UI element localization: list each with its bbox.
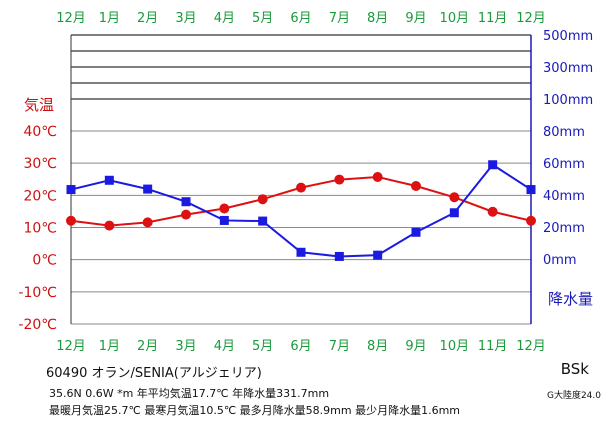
- month-label-top: 10月: [440, 11, 470, 26]
- precipitation-tick-label: 500mm: [543, 29, 593, 44]
- temperature-point: [487, 206, 498, 217]
- temperature-tick-label: -10℃: [18, 285, 57, 301]
- precipitation-tick-label: 300mm: [543, 61, 593, 76]
- temperature-tick-label: 10℃: [23, 221, 57, 237]
- month-label-bottom: 5月: [252, 339, 273, 354]
- month-label-top: 5月: [252, 11, 273, 26]
- month-label-bottom: 12月: [56, 339, 86, 354]
- temperature-point: [296, 182, 306, 193]
- month-label-bottom: 10月: [440, 339, 470, 354]
- month-label-top: 11月: [478, 11, 508, 26]
- precipitation-point: [181, 197, 191, 207]
- month-labels-bottom: 12月 1月 2月 3月 4月 5月 6月 7月 8月 9月 10月 11月 12月: [56, 339, 546, 354]
- precipitation-point: [488, 160, 498, 170]
- month-label-top: 9月: [405, 11, 426, 26]
- continentality-index: G大陸度24.0: [546, 391, 601, 401]
- temperature-point: [104, 220, 115, 231]
- grid-lines: [71, 34, 531, 325]
- month-label-bottom: 1月: [99, 339, 120, 354]
- precipitation-tick-label: 60mm: [543, 157, 585, 172]
- precipitation-point: [219, 215, 229, 225]
- month-label-top: 6月: [290, 11, 311, 26]
- precipitation-point: [258, 216, 268, 226]
- month-label-bottom: 8月: [367, 339, 388, 354]
- precipitation-point: [66, 185, 76, 195]
- temperature-point: [66, 215, 76, 226]
- month-label-top: 4月: [214, 11, 235, 26]
- precipitation-line: [70, 163, 532, 258]
- month-label-bottom: 11月: [478, 339, 508, 354]
- station-stats-line-1: 35.6N 0.6W *m 年平均気温17.7℃ 年降水量331.7mm: [49, 387, 330, 400]
- precipitation-point: [449, 208, 459, 218]
- temperature-axis-ticks: -20℃ -10℃ 0℃ 10℃ 20℃ 30℃ 40℃: [18, 124, 57, 333]
- precipitation-tick-label: 80mm: [543, 125, 585, 140]
- precipitation-point: [334, 251, 344, 261]
- temperature-point: [334, 174, 345, 185]
- precipitation-point: [526, 185, 536, 195]
- month-label-bottom: 4月: [214, 339, 235, 354]
- temperature-point: [372, 171, 383, 182]
- temperature-point: [181, 209, 191, 220]
- precipitation-point: [296, 247, 306, 257]
- month-label-top: 2月: [137, 11, 158, 26]
- precipitation-tick-label: 40mm: [543, 189, 585, 204]
- month-label-bottom: 2月: [137, 339, 158, 354]
- month-label-top: 1月: [99, 11, 120, 26]
- month-label-top: 7月: [329, 11, 350, 26]
- temperature-point: [526, 215, 536, 226]
- month-label-bottom: 3月: [175, 339, 196, 354]
- precipitation-point: [104, 175, 114, 185]
- month-label-top: 12月: [516, 11, 546, 26]
- temperature-tick-label: -20℃: [18, 317, 57, 333]
- month-label-bottom: 9月: [405, 339, 426, 354]
- month-label-bottom: 12月: [516, 339, 546, 354]
- month-label-bottom: 6月: [290, 339, 311, 354]
- precipitation-tick-label: 20mm: [543, 221, 585, 236]
- temperature-tick-label: 40℃: [23, 124, 57, 140]
- month-label-bottom: 7月: [329, 339, 350, 354]
- month-label-top: 12月: [56, 11, 86, 26]
- month-label-top: 8月: [367, 11, 388, 26]
- temperature-point: [142, 217, 153, 228]
- temperature-tick-label: 20℃: [23, 188, 57, 204]
- series-layer: [66, 160, 536, 261]
- temperature-point: [219, 203, 230, 214]
- temperature-axis-title: 気温: [24, 96, 54, 114]
- precipitation-point: [143, 184, 153, 194]
- precipitation-axis-ticks: 0mm 20mm 40mm 60mm 80mm 100mm 300mm 500mm: [543, 29, 593, 268]
- temperature-point: [257, 194, 268, 205]
- precipitation-tick-label: 100mm: [543, 93, 593, 108]
- temperature-point: [411, 181, 421, 192]
- temperature-tick-label: 0℃: [32, 253, 57, 269]
- precipitation-point: [411, 227, 421, 237]
- precipitation-point: [373, 250, 383, 260]
- station-stats-line-2: 最暖月気温25.7℃ 最寒月気温10.5℃ 最多月降水量58.9mm 最少月降水…: [49, 404, 461, 417]
- precipitation-axis-title: 降水量: [548, 290, 593, 308]
- plot-frame: [70, 35, 532, 324]
- station-name: 60490 オラン/SENIA(アルジェリア): [46, 366, 262, 381]
- month-label-top: 3月: [175, 11, 196, 26]
- climate-classification: BSk: [560, 360, 589, 378]
- temperature-tick-label: 30℃: [23, 156, 57, 172]
- month-labels-top: 12月 1月 2月 3月 4月 5月 6月 7月 8月 9月 10月 11月 12月: [56, 11, 546, 26]
- temperature-point: [449, 192, 460, 203]
- precipitation-tick-label: 0mm: [543, 253, 577, 268]
